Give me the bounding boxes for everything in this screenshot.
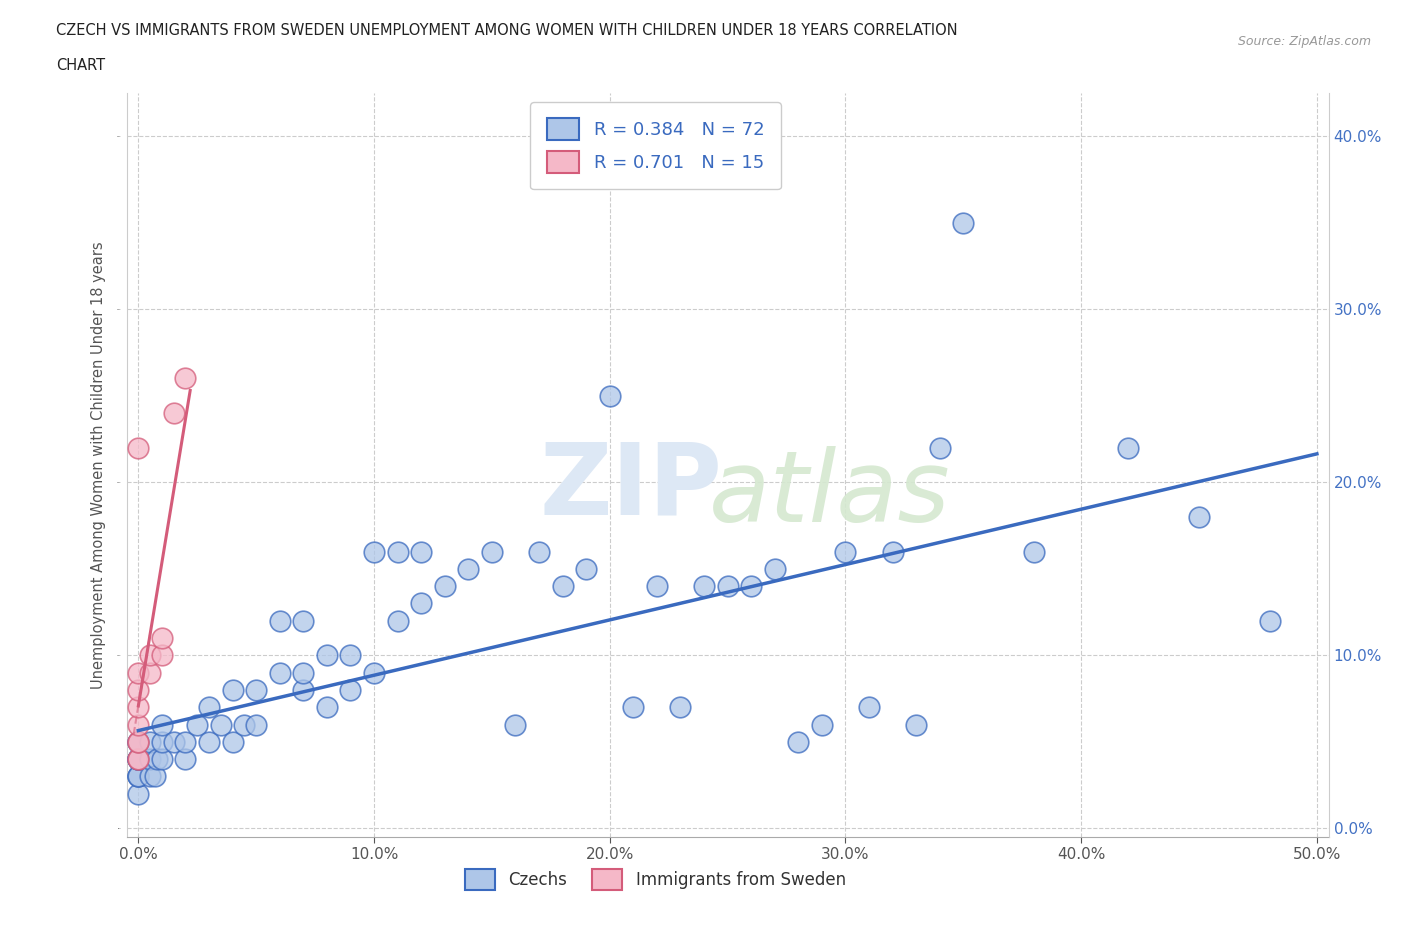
Point [269, 665, 291, 680]
Point [146, 751, 169, 766]
Point [221, 683, 243, 698]
Point [621, 699, 644, 714]
Point [575, 562, 598, 577]
Text: Source: ZipAtlas.com: Source: ZipAtlas.com [1237, 35, 1371, 48]
Point [669, 699, 692, 714]
Text: CHART: CHART [56, 58, 105, 73]
Point [127, 735, 149, 750]
Legend: Czechs, Immigrants from Sweden: Czechs, Immigrants from Sweden [451, 857, 859, 903]
Point [505, 717, 527, 732]
Text: atlas: atlas [709, 446, 950, 543]
Point [174, 735, 197, 750]
Point [198, 699, 221, 714]
Point [363, 544, 385, 559]
Point [127, 735, 149, 750]
Point [127, 751, 149, 766]
Point [127, 717, 149, 732]
Point [740, 578, 762, 593]
Point [339, 683, 361, 698]
Point [127, 751, 149, 766]
Point [209, 717, 232, 732]
Point [174, 751, 197, 766]
Point [693, 578, 716, 593]
Point [150, 751, 173, 766]
Point [411, 544, 433, 559]
Point [363, 665, 385, 680]
Point [834, 544, 856, 559]
Point [127, 769, 149, 784]
Point [150, 648, 173, 663]
Point [127, 735, 149, 750]
Point [1022, 544, 1045, 559]
Point [292, 613, 315, 628]
Point [315, 699, 337, 714]
Point [127, 751, 149, 766]
Point [127, 665, 149, 680]
Point [315, 648, 337, 663]
Point [127, 751, 149, 766]
Point [127, 751, 149, 766]
Point [1188, 510, 1211, 525]
Point [928, 440, 950, 455]
Point [143, 769, 166, 784]
Text: ZIP: ZIP [540, 439, 723, 536]
Point [457, 562, 479, 577]
Point [811, 717, 834, 732]
Point [339, 648, 361, 663]
Point [387, 613, 409, 628]
Point [245, 683, 267, 698]
Point [905, 717, 928, 732]
Point [411, 596, 433, 611]
Point [221, 735, 243, 750]
Point [717, 578, 740, 593]
Point [1116, 440, 1139, 455]
Point [481, 544, 503, 559]
Point [763, 562, 786, 577]
Point [150, 631, 173, 645]
Point [245, 717, 267, 732]
Point [292, 665, 315, 680]
Point [163, 405, 186, 420]
Point [858, 699, 880, 714]
Point [139, 735, 162, 750]
Point [292, 683, 315, 698]
Point [139, 648, 162, 663]
Point [127, 735, 149, 750]
Point [1258, 613, 1281, 628]
Point [269, 613, 291, 628]
Point [551, 578, 574, 593]
Point [127, 751, 149, 766]
Point [599, 389, 621, 404]
Point [787, 735, 810, 750]
Y-axis label: Unemployment Among Women with Children Under 18 years: Unemployment Among Women with Children U… [91, 241, 107, 689]
Point [198, 735, 221, 750]
Text: CZECH VS IMMIGRANTS FROM SWEDEN UNEMPLOYMENT AMONG WOMEN WITH CHILDREN UNDER 18 : CZECH VS IMMIGRANTS FROM SWEDEN UNEMPLOY… [56, 23, 957, 38]
Point [127, 786, 149, 801]
Point [387, 544, 409, 559]
Point [150, 717, 173, 732]
Point [233, 717, 256, 732]
Point [127, 440, 149, 455]
Point [150, 735, 173, 750]
Point [139, 769, 162, 784]
Point [527, 544, 550, 559]
Point [163, 735, 186, 750]
Point [882, 544, 904, 559]
Point [127, 699, 149, 714]
Point [127, 683, 149, 698]
Point [139, 751, 162, 766]
Point [139, 665, 162, 680]
Point [174, 371, 197, 386]
Point [186, 717, 208, 732]
Point [127, 769, 149, 784]
Point [645, 578, 668, 593]
Point [952, 216, 974, 231]
Point [433, 578, 456, 593]
Point [127, 769, 149, 784]
